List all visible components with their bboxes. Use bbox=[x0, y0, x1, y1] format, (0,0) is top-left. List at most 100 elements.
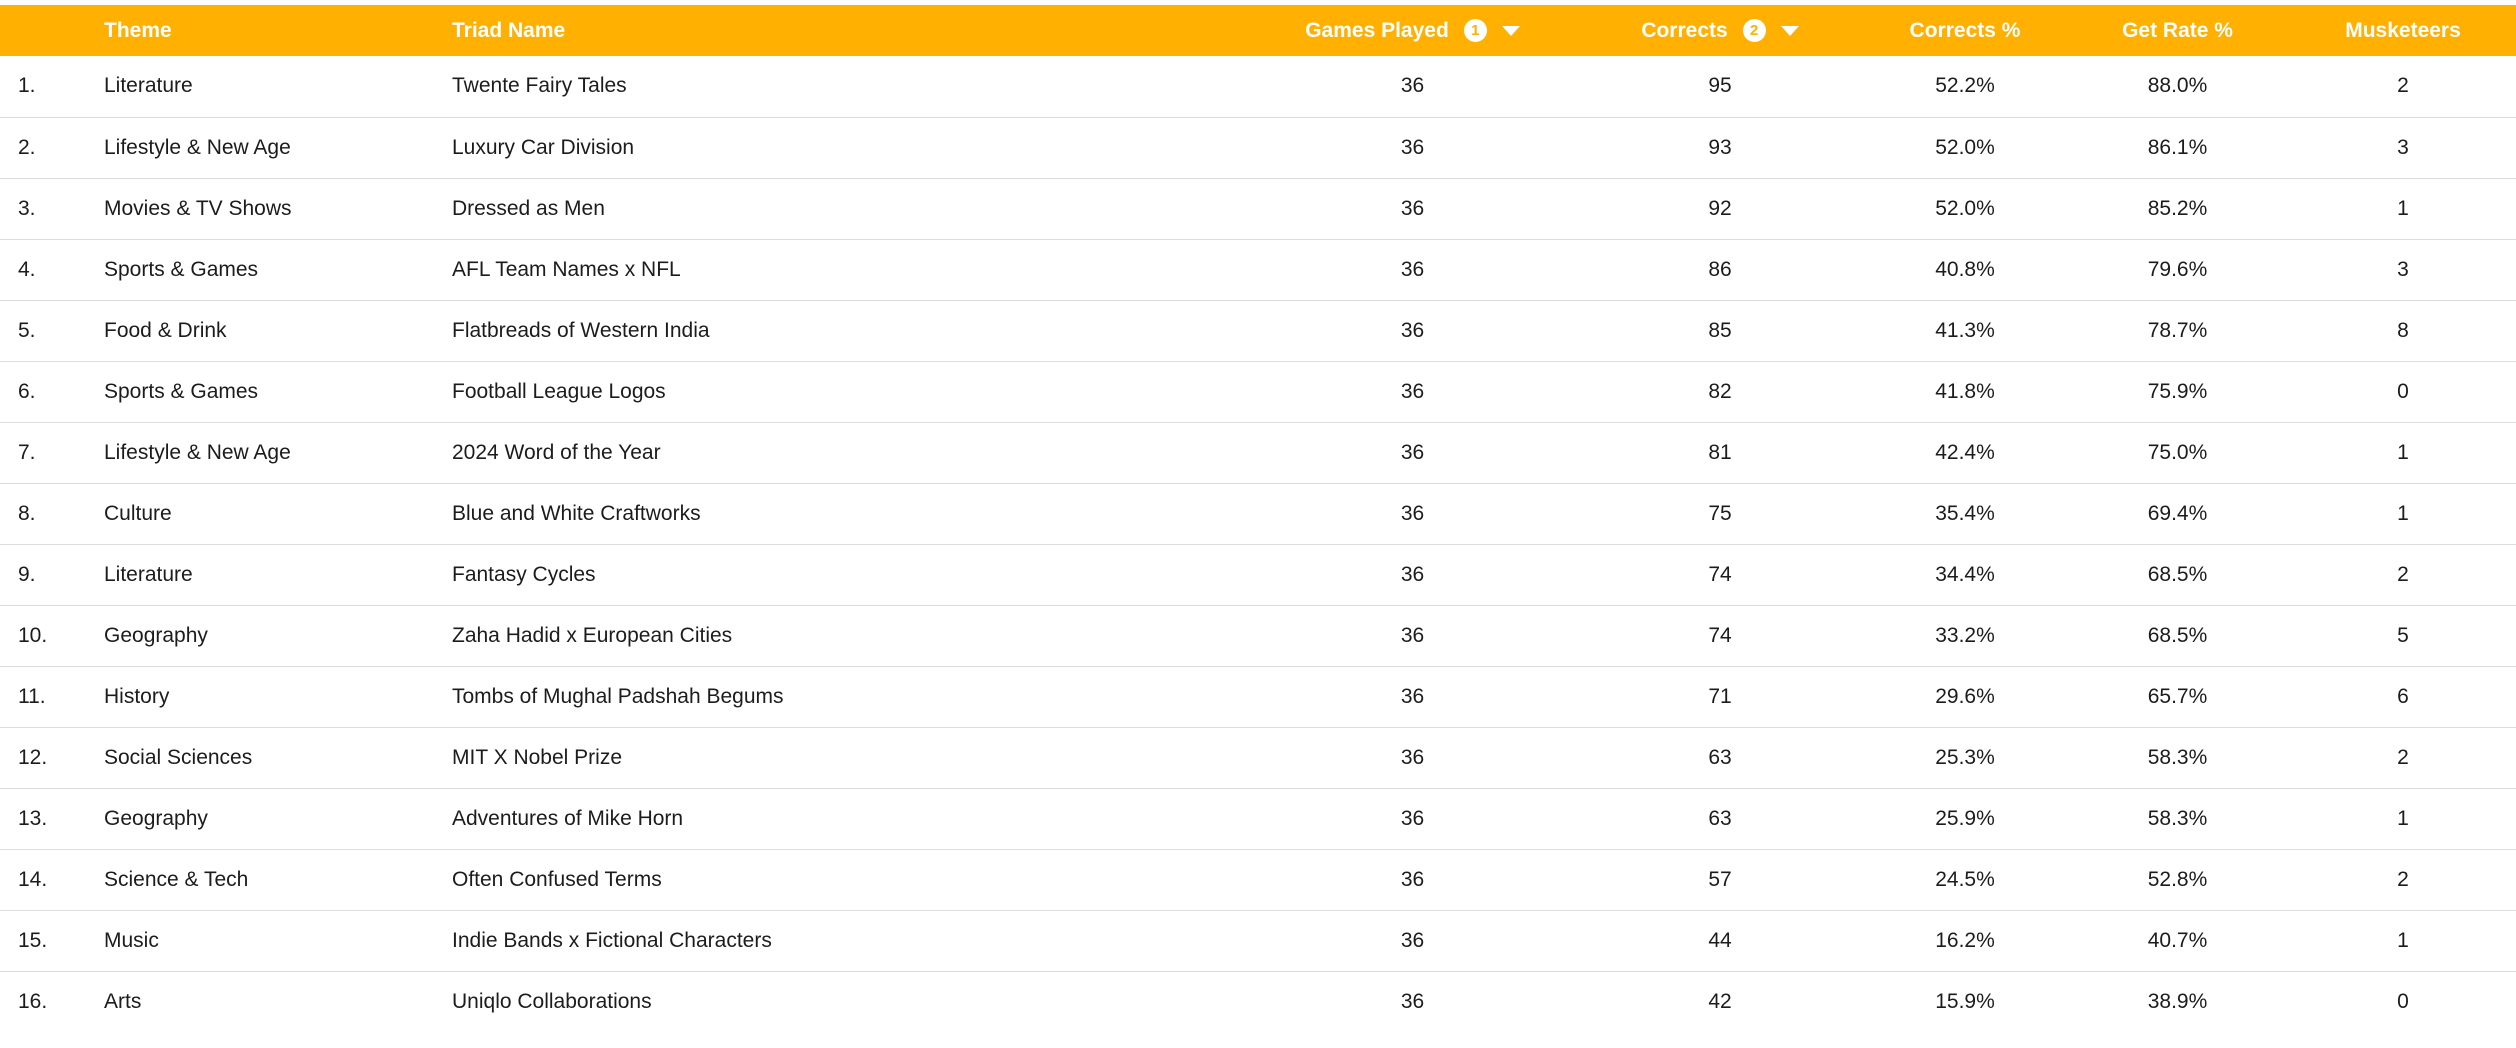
cell-theme: Arts bbox=[104, 970, 452, 1032]
column-header-theme[interactable]: Theme bbox=[104, 5, 452, 56]
cell-theme: Science & Tech bbox=[104, 848, 452, 910]
cell-get-rate-pct: 88.0% bbox=[2147, 74, 2208, 98]
cell-corrects: 57 bbox=[1575, 848, 1865, 910]
table-row: 3. Movies & TV Shows Dressed as Men 36 9… bbox=[0, 177, 2516, 239]
games-played-sort-group[interactable]: Games Played 1 bbox=[1250, 19, 1575, 43]
cell-games-played: 36 bbox=[1250, 848, 1575, 910]
column-header-rank bbox=[0, 5, 104, 56]
cell-musketeers: 0 bbox=[2290, 360, 2516, 422]
cell-rank: 7. bbox=[0, 421, 104, 483]
column-header-triad-name[interactable]: Triad Name bbox=[452, 5, 1250, 56]
cell-get-rate-pct: 75.0% bbox=[2065, 421, 2290, 483]
cell-corrects-pct: 16.2% bbox=[1865, 909, 2065, 971]
cell-games-played: 36 bbox=[1250, 726, 1575, 788]
cell-corrects: 42 bbox=[1575, 970, 1865, 1032]
cell-triad-name: MIT X Nobel Prize bbox=[452, 726, 1250, 788]
cell-corrects: 74 bbox=[1575, 543, 1865, 605]
cell-rank: 14. bbox=[0, 848, 104, 910]
cell-corrects-pct: 33.2% bbox=[1865, 604, 2065, 666]
cell-games-played: 36 bbox=[1250, 360, 1575, 422]
cell-theme: Sports & Games bbox=[104, 360, 452, 422]
column-header-get-rate-pct[interactable]: Get Rate % bbox=[2065, 5, 2290, 56]
cell-corrects: 92 bbox=[1575, 177, 1865, 239]
cell-get-rate-pct: 58.3% bbox=[2065, 787, 2290, 849]
table-row: 16. Arts Uniqlo Collaborations 36 42 15.… bbox=[0, 970, 2516, 1032]
column-header-corrects-pct[interactable]: Corrects % bbox=[1865, 5, 2065, 56]
cell-corrects: 86 bbox=[1575, 238, 1865, 300]
cell-triad-name: 2024 Word of the Year bbox=[452, 421, 1250, 483]
column-header-games-played[interactable]: Games Played 1 bbox=[1250, 5, 1575, 56]
cell-games-played: 36 bbox=[1400, 74, 1425, 98]
table-row: 4. Sports & Games AFL Team Names x NFL 3… bbox=[0, 238, 2516, 300]
cell-get-rate-pct: 85.2% bbox=[2065, 177, 2290, 239]
column-header-corrects[interactable]: Corrects 2 bbox=[1575, 5, 1865, 56]
table-row: 11. History Tombs of Mughal Padshah Begu… bbox=[0, 665, 2516, 727]
cell-corrects-pct: 29.6% bbox=[1865, 665, 2065, 727]
cell-corrects: 93 bbox=[1575, 116, 1865, 178]
column-header-musketeers[interactable]: Musketeers bbox=[2290, 5, 2516, 56]
cell-triad-name: Fantasy Cycles bbox=[452, 543, 1250, 605]
cell-corrects-pct: 24.5% bbox=[1865, 848, 2065, 910]
cell-theme: Culture bbox=[104, 482, 452, 544]
cell-rank: 2. bbox=[0, 116, 104, 178]
cell-musketeers: 2 bbox=[2397, 74, 2409, 98]
cell-corrects: 95 bbox=[1708, 74, 1732, 98]
cell-rank: 1. bbox=[18, 74, 36, 98]
cell-corrects-pct: 25.9% bbox=[1865, 787, 2065, 849]
cell-get-rate-pct: 38.9% bbox=[2065, 970, 2290, 1032]
corrects-sort-group[interactable]: Corrects 2 bbox=[1575, 19, 1865, 43]
cell-corrects-pct: 40.8% bbox=[1865, 238, 2065, 300]
cell-corrects: 81 bbox=[1575, 421, 1865, 483]
cell-theme: Social Sciences bbox=[104, 726, 452, 788]
sort-desc-arrow-icon[interactable] bbox=[1501, 25, 1520, 36]
cell-triad-name: Often Confused Terms bbox=[452, 848, 1250, 910]
cell-musketeers: 8 bbox=[2290, 299, 2516, 361]
cell-musketeers: 3 bbox=[2290, 238, 2516, 300]
sort-priority-1-badge[interactable]: 1 bbox=[1463, 19, 1487, 42]
cell-rank: 10. bbox=[0, 604, 104, 666]
cell-get-rate-pct: 75.9% bbox=[2065, 360, 2290, 422]
cell-musketeers: 0 bbox=[2290, 970, 2516, 1032]
cell-corrects-pct: 15.9% bbox=[1865, 970, 2065, 1032]
table-row: 12. Social Sciences MIT X Nobel Prize 36… bbox=[0, 726, 2516, 788]
cell-musketeers: 1 bbox=[2290, 177, 2516, 239]
cell-games-played: 36 bbox=[1250, 604, 1575, 666]
cell-corrects-pct: 41.8% bbox=[1865, 360, 2065, 422]
leaderboard-table: Theme Triad Name Games Played 1 Corrects… bbox=[0, 5, 2516, 1032]
cell-triad-name: AFL Team Names x NFL bbox=[452, 238, 1250, 300]
cell-get-rate-pct: 40.7% bbox=[2065, 909, 2290, 971]
table-row: 5. Food & Drink Flatbreads of Western In… bbox=[0, 299, 2516, 361]
cell-corrects: 63 bbox=[1575, 726, 1865, 788]
cell-theme: Literature bbox=[104, 543, 452, 605]
sort-desc-arrow-icon[interactable] bbox=[1780, 25, 1799, 36]
cell-corrects-pct: 41.3% bbox=[1865, 299, 2065, 361]
cell-corrects-pct: 35.4% bbox=[1865, 482, 2065, 544]
cell-triad-name: Twente Fairy Tales bbox=[452, 74, 627, 98]
cell-corrects: 74 bbox=[1575, 604, 1865, 666]
cell-musketeers: 5 bbox=[2290, 604, 2516, 666]
corrects-label: Corrects bbox=[1641, 18, 1728, 42]
cell-get-rate-pct: 69.4% bbox=[2065, 482, 2290, 544]
cell-games-played: 36 bbox=[1250, 238, 1575, 300]
cell-musketeers: 1 bbox=[2290, 421, 2516, 483]
cell-get-rate-pct: 65.7% bbox=[2065, 665, 2290, 727]
table-row: 2. Lifestyle & New Age Luxury Car Divisi… bbox=[0, 116, 2516, 178]
cell-corrects: 85 bbox=[1575, 299, 1865, 361]
cell-theme: Literature bbox=[104, 74, 193, 98]
table-row: 10. Geography Zaha Hadid x European Citi… bbox=[0, 604, 2516, 666]
cell-theme: Food & Drink bbox=[104, 299, 452, 361]
cell-corrects: 82 bbox=[1575, 360, 1865, 422]
cell-rank: 6. bbox=[0, 360, 104, 422]
cell-rank: 15. bbox=[0, 909, 104, 971]
cell-games-played: 36 bbox=[1250, 299, 1575, 361]
cell-theme: Lifestyle & New Age bbox=[104, 116, 452, 178]
cell-triad-name: Blue and White Craftworks bbox=[452, 482, 1250, 544]
cell-triad-name: Indie Bands x Fictional Characters bbox=[452, 909, 1250, 971]
cell-games-played: 36 bbox=[1250, 787, 1575, 849]
cell-musketeers: 1 bbox=[2290, 482, 2516, 544]
cell-get-rate-pct: 86.1% bbox=[2065, 116, 2290, 178]
sort-priority-2-badge[interactable]: 2 bbox=[1742, 19, 1766, 42]
cell-musketeers: 2 bbox=[2290, 726, 2516, 788]
table-row: 8. Culture Blue and White Craftworks 36 … bbox=[0, 482, 2516, 544]
